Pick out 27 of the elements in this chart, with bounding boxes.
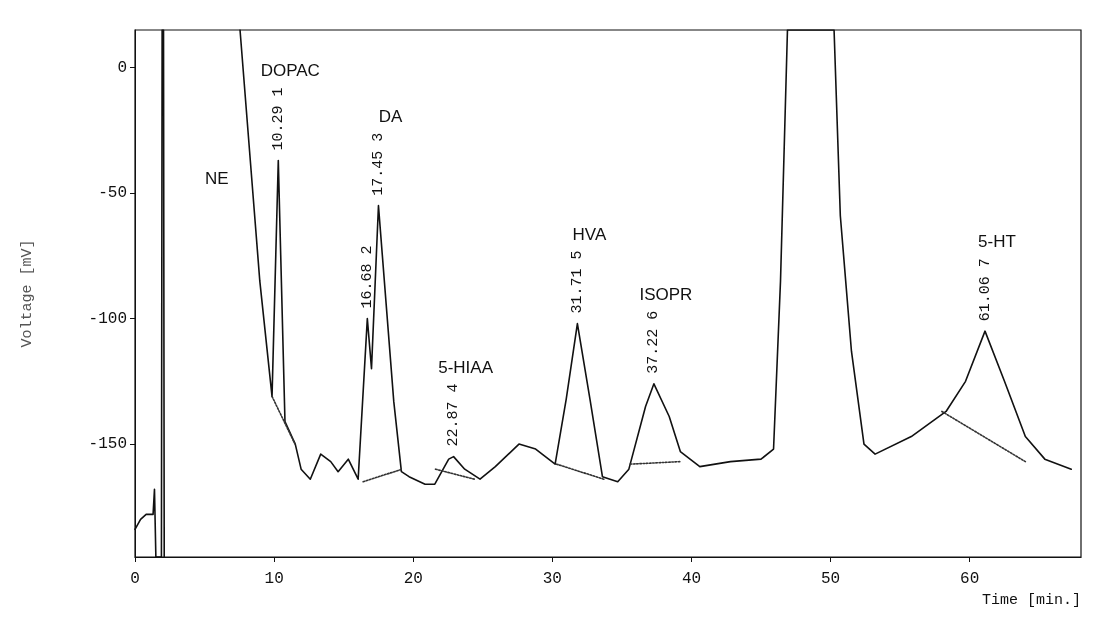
y-tick-label: -50 bbox=[98, 184, 127, 203]
y-tick-label: -100 bbox=[88, 309, 127, 328]
annotation: DOPAC bbox=[260, 61, 320, 81]
annotation: 37.22 6 bbox=[645, 310, 663, 374]
annotation: 5-HT bbox=[978, 232, 1016, 252]
annotation: 22.87 4 bbox=[445, 383, 463, 447]
y-tick-label: 0 bbox=[117, 58, 127, 77]
annotation: DA bbox=[378, 106, 403, 126]
annotation: 61.06 7 bbox=[976, 258, 994, 322]
annotation: 10.29 1 bbox=[269, 87, 287, 151]
annotation: 31.71 5 bbox=[568, 250, 586, 314]
annotation: ISOPR bbox=[639, 284, 693, 304]
y-axis-title: Voltage [mV] bbox=[19, 239, 36, 348]
y-tick-label: -150 bbox=[88, 435, 127, 454]
annotation: HVA bbox=[572, 224, 607, 244]
annotation: 17.45 3 bbox=[369, 132, 387, 196]
annotation: 5-HIAA bbox=[438, 357, 494, 377]
x-tick-label: 50 bbox=[820, 570, 841, 588]
x-tick-label: 40 bbox=[681, 570, 702, 588]
x-axis-title: Time [min.] bbox=[981, 592, 1081, 609]
x-tick-label: 30 bbox=[542, 570, 562, 588]
x-tick-label: 60 bbox=[960, 570, 980, 588]
x-tick-label: 0 bbox=[130, 570, 140, 588]
x-tick-label: 20 bbox=[403, 570, 423, 588]
x-tick-label: 10 bbox=[264, 570, 284, 588]
annotation: 16.68 2 bbox=[358, 245, 376, 309]
annotation: NE bbox=[205, 169, 229, 188]
